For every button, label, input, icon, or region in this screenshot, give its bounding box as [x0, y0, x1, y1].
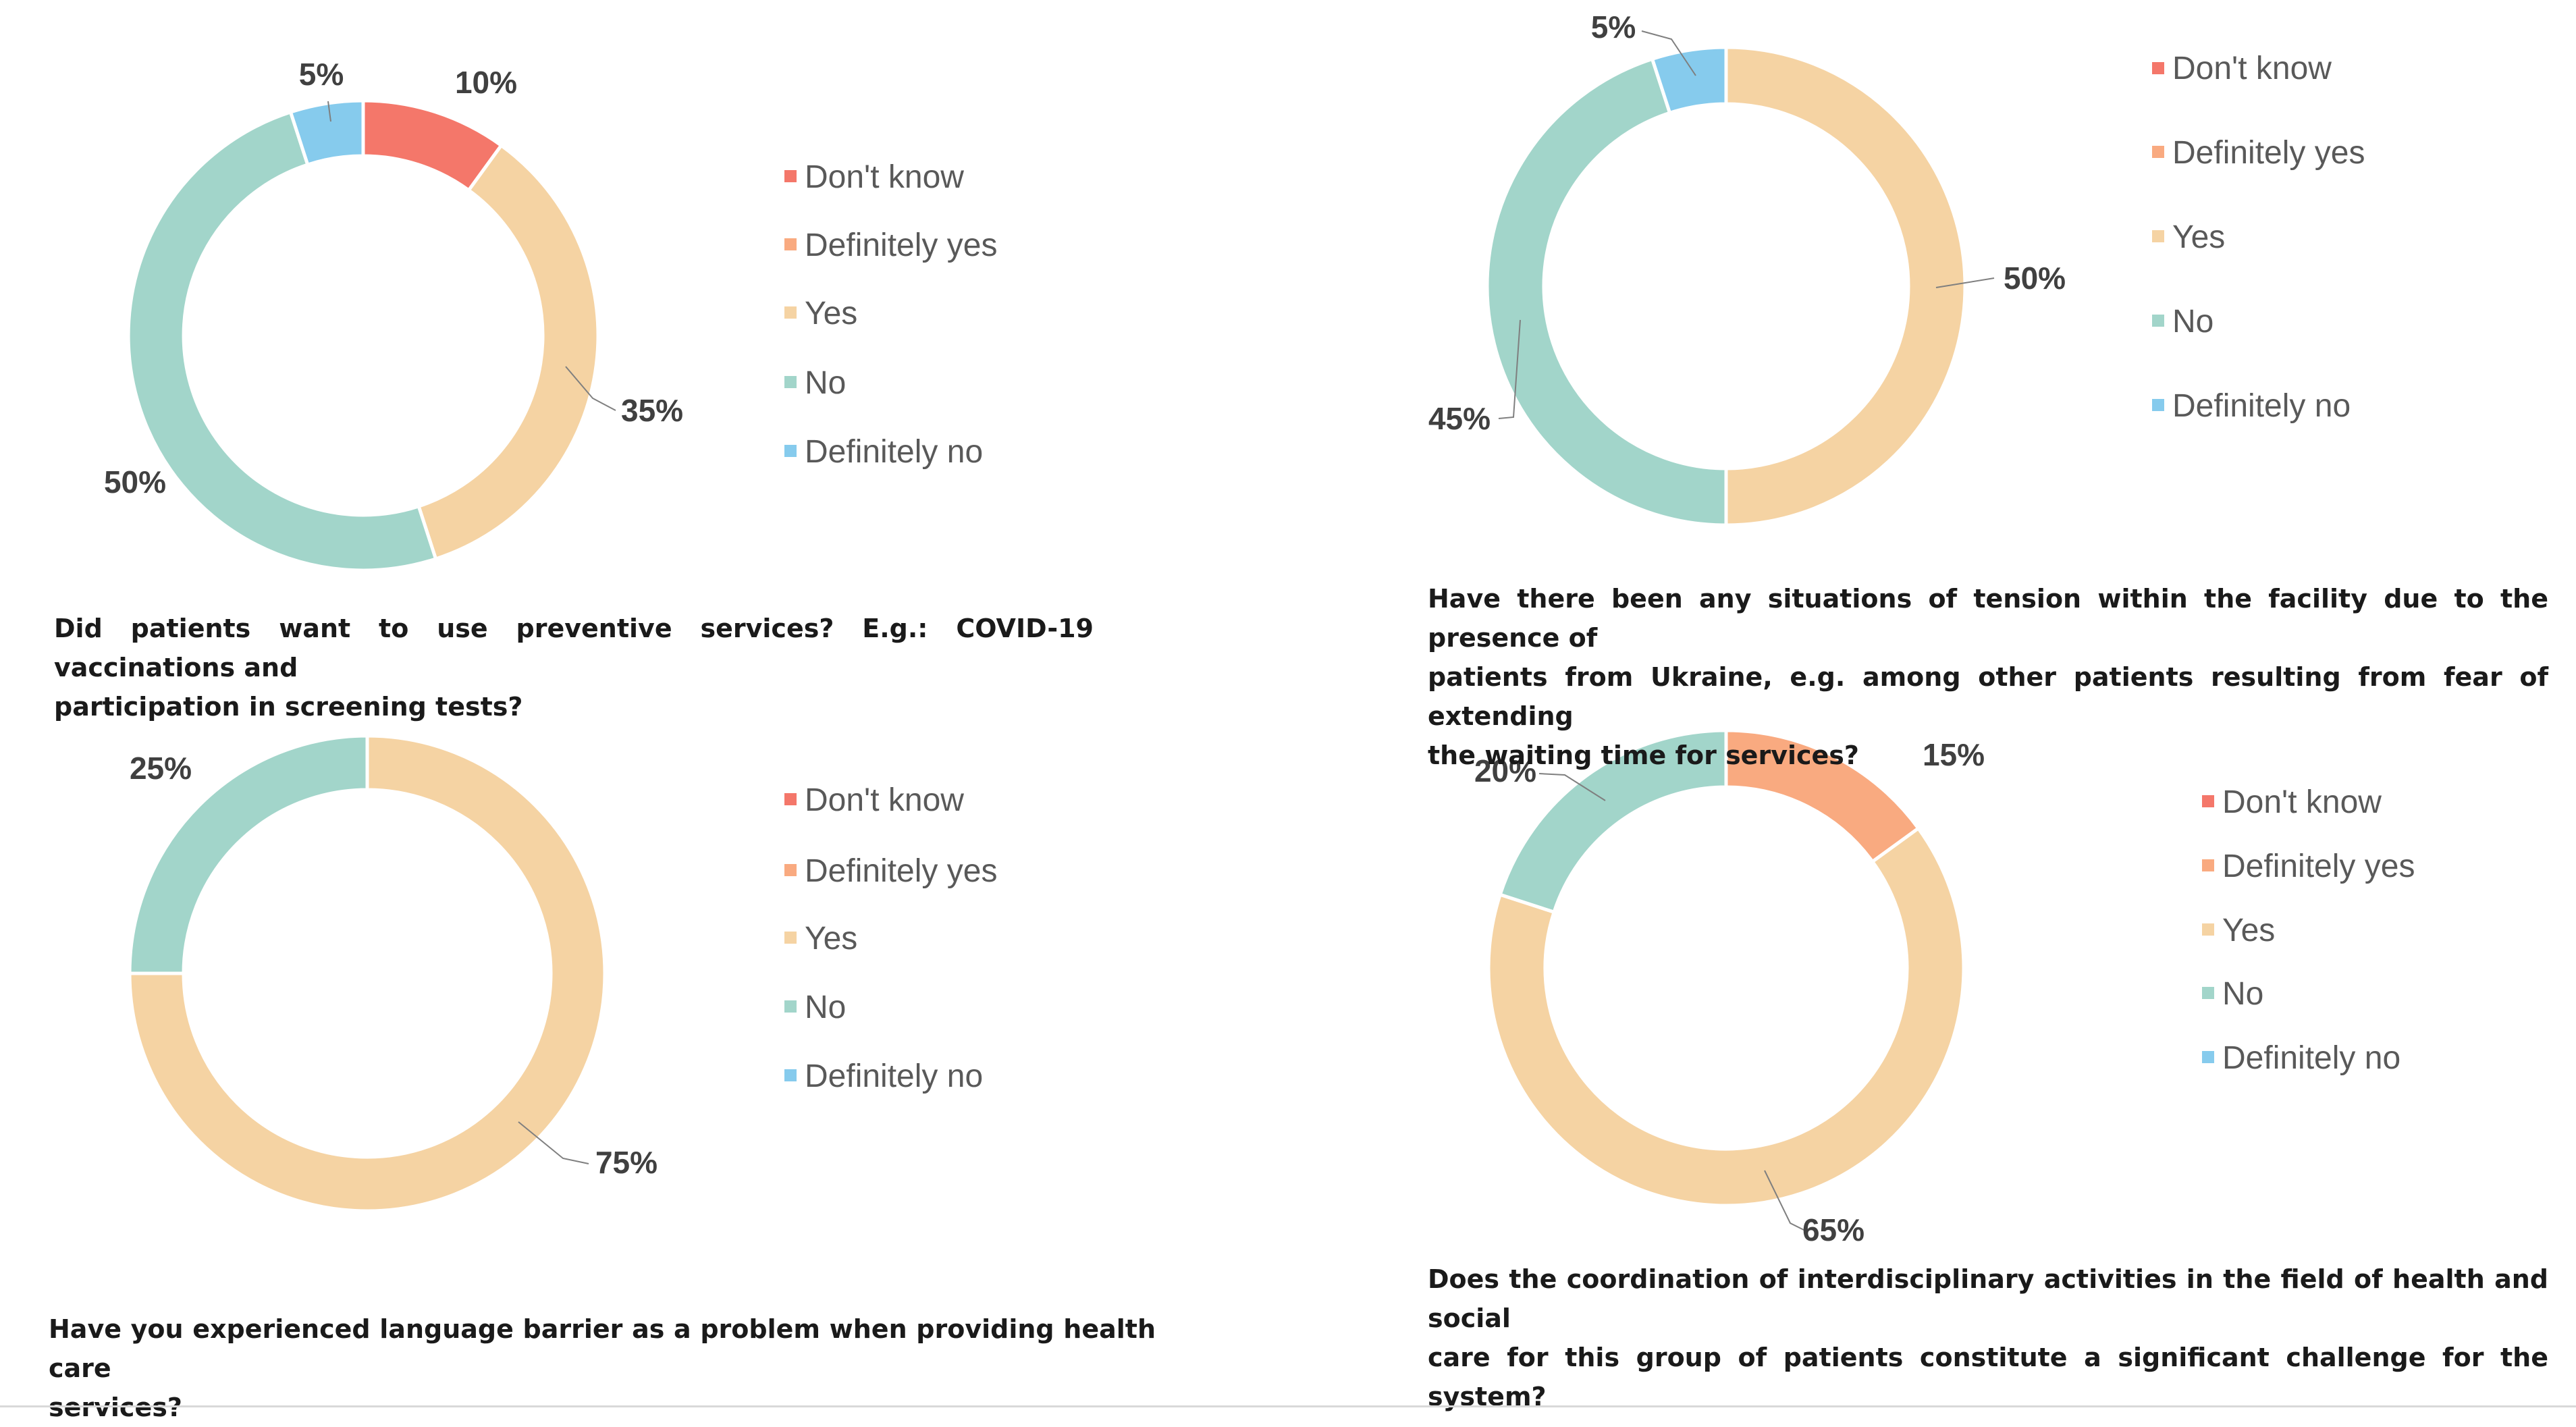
donut-chart-preventive-services: 10% 35% 50% 5%: [104, 57, 683, 572]
legend-swatch-definitely-yes: [2152, 146, 2164, 158]
legend-label-yes: Yes: [805, 296, 857, 331]
data-label-definitely-no: 5%: [1591, 9, 1636, 45]
legend-label-no: No: [805, 990, 846, 1025]
legend-swatch-dont-know: [2202, 795, 2214, 807]
leader-line-no: [1538, 773, 1606, 801]
legend-swatch-definitely-yes: [2202, 859, 2214, 871]
legend-swatch-no: [2202, 987, 2214, 999]
donut-slice-no: [126, 109, 438, 572]
legend-swatch-definitely-yes: [784, 864, 797, 876]
legend-chart-4: Don't know Definitely yes Yes No Definit…: [2202, 784, 2415, 1076]
data-label-yes: 75%: [595, 1145, 658, 1180]
donut-slice-definitely-no: [1650, 45, 1728, 115]
legend-label-dont-know: Don't know: [2172, 51, 2332, 86]
legend-label-definitely-yes: Definitely yes: [2172, 135, 2365, 171]
data-label-no: 20%: [1474, 753, 1536, 788]
data-label-definitely-no: 5%: [299, 57, 344, 92]
bottom-divider: [0, 1405, 2576, 1407]
legend-swatch-yes: [784, 306, 797, 319]
legend-swatch-definitely-no: [2152, 399, 2164, 411]
donut-slice-yes: [417, 142, 600, 562]
legend-chart-2: Don't know Definitely yes Yes No Definit…: [2152, 51, 2365, 424]
donut-chart-language-barrier: 75% 25%: [128, 734, 658, 1213]
question-line: Did patients want to use preventive serv…: [54, 614, 1094, 682]
legend-label-definitely-no: Definitely no: [805, 434, 983, 470]
leader-line-yes: [518, 1121, 589, 1164]
donut-slice-no: [1485, 57, 1728, 527]
data-label-yes: 50%: [2004, 261, 2066, 296]
question-line: services?: [49, 1393, 182, 1422]
donut-slice-no: [1498, 728, 1728, 915]
data-label-no: 25%: [130, 751, 192, 786]
legend-label-no: No: [2172, 304, 2213, 340]
question-language-barrier: Have you experienced language barrier as…: [49, 1310, 1156, 1427]
data-label-yes: 35%: [621, 393, 683, 428]
legend-swatch-yes: [2152, 230, 2164, 242]
question-line: Have there been any situations of tensio…: [1428, 584, 2548, 653]
legend-label-definitely-no: Definitely no: [2222, 1040, 2400, 1076]
leader-line-no: [1498, 319, 1521, 419]
leader-line-yes: [1935, 277, 1995, 288]
donut-slice-definitely-no: [288, 99, 365, 167]
legend-swatch-dont-know: [2152, 62, 2164, 74]
legend-label-definitely-yes: Definitely yes: [2222, 849, 2415, 884]
legend-swatch-definitely-no: [2202, 1051, 2214, 1063]
data-label-no: 45%: [1428, 401, 1491, 436]
legend-swatch-no: [2152, 315, 2164, 327]
question-line: Have you experienced language barrier as…: [49, 1314, 1156, 1383]
donut-chart-interdisciplinary-coordination: 15% 65% 20%: [1474, 728, 1985, 1247]
question-tension-situations: Have there been any situations of tensio…: [1428, 579, 2548, 775]
donut-slice-yes: [1724, 45, 1967, 527]
data-label-yes: 65%: [1802, 1212, 1864, 1247]
legend-label-no: No: [805, 365, 846, 401]
donut-slice-no: [128, 734, 369, 975]
data-label-dont-know: 10%: [455, 65, 517, 100]
question-line: care for this group of patients constitu…: [1428, 1343, 2548, 1411]
legend-label-dont-know: Don't know: [805, 782, 964, 818]
legend-swatch-no: [784, 1000, 797, 1013]
legend-label-no: No: [2222, 976, 2263, 1012]
legend-swatch-yes: [784, 932, 797, 944]
leader-line-yes: [1764, 1170, 1804, 1231]
legend-swatch-definitely-yes: [784, 238, 797, 250]
legend-label-yes: Yes: [805, 921, 857, 957]
legend-swatch-dont-know: [784, 793, 797, 805]
legend-swatch-definitely-no: [784, 1069, 797, 1081]
legend-swatch-yes: [2202, 923, 2214, 936]
legend-chart-3: Don't know Definitely yes Yes No Definit…: [784, 782, 997, 1094]
legend-label-definitely-yes: Definitely yes: [805, 227, 997, 263]
legend-swatch-dont-know: [784, 170, 797, 182]
question-interdisciplinary-coordination: Does the coordination of interdisciplina…: [1428, 1260, 2548, 1416]
leader-line-definitely-no: [327, 101, 331, 122]
donut-slice-yes: [1486, 826, 1966, 1208]
legend-chart-1: Don't know Definitely yes Yes No Definit…: [784, 159, 997, 470]
question-line: the waiting time for services?: [1428, 741, 1859, 770]
legend-label-yes: Yes: [2172, 219, 2225, 255]
question-line: participation in screening tests?: [54, 692, 523, 722]
legend-label-dont-know: Don't know: [2222, 784, 2382, 820]
question-preventive-services: Did patients want to use preventive serv…: [54, 609, 1094, 726]
legend-label-definitely-no: Definitely no: [2172, 388, 2351, 424]
leader-line-yes: [565, 366, 616, 411]
legend-swatch-no: [784, 376, 797, 388]
data-label-no: 50%: [104, 464, 166, 500]
legend-label-dont-know: Don't know: [805, 159, 964, 195]
legend-swatch-definitely-no: [784, 445, 797, 457]
data-label-definitely-yes: 15%: [1923, 737, 1985, 772]
question-line: patients from Ukraine, e.g. among other …: [1428, 662, 2548, 731]
donut-chart-tension-situations: 50% 45% 5%: [1428, 9, 2066, 527]
question-line: Does the coordination of interdisciplina…: [1428, 1264, 2548, 1333]
legend-label-yes: Yes: [2222, 913, 2275, 948]
legend-label-definitely-no: Definitely no: [805, 1058, 983, 1094]
legend-label-definitely-yes: Definitely yes: [805, 853, 997, 889]
leader-line-definitely-no: [1641, 30, 1696, 76]
donut-slice-yes: [128, 734, 607, 1213]
